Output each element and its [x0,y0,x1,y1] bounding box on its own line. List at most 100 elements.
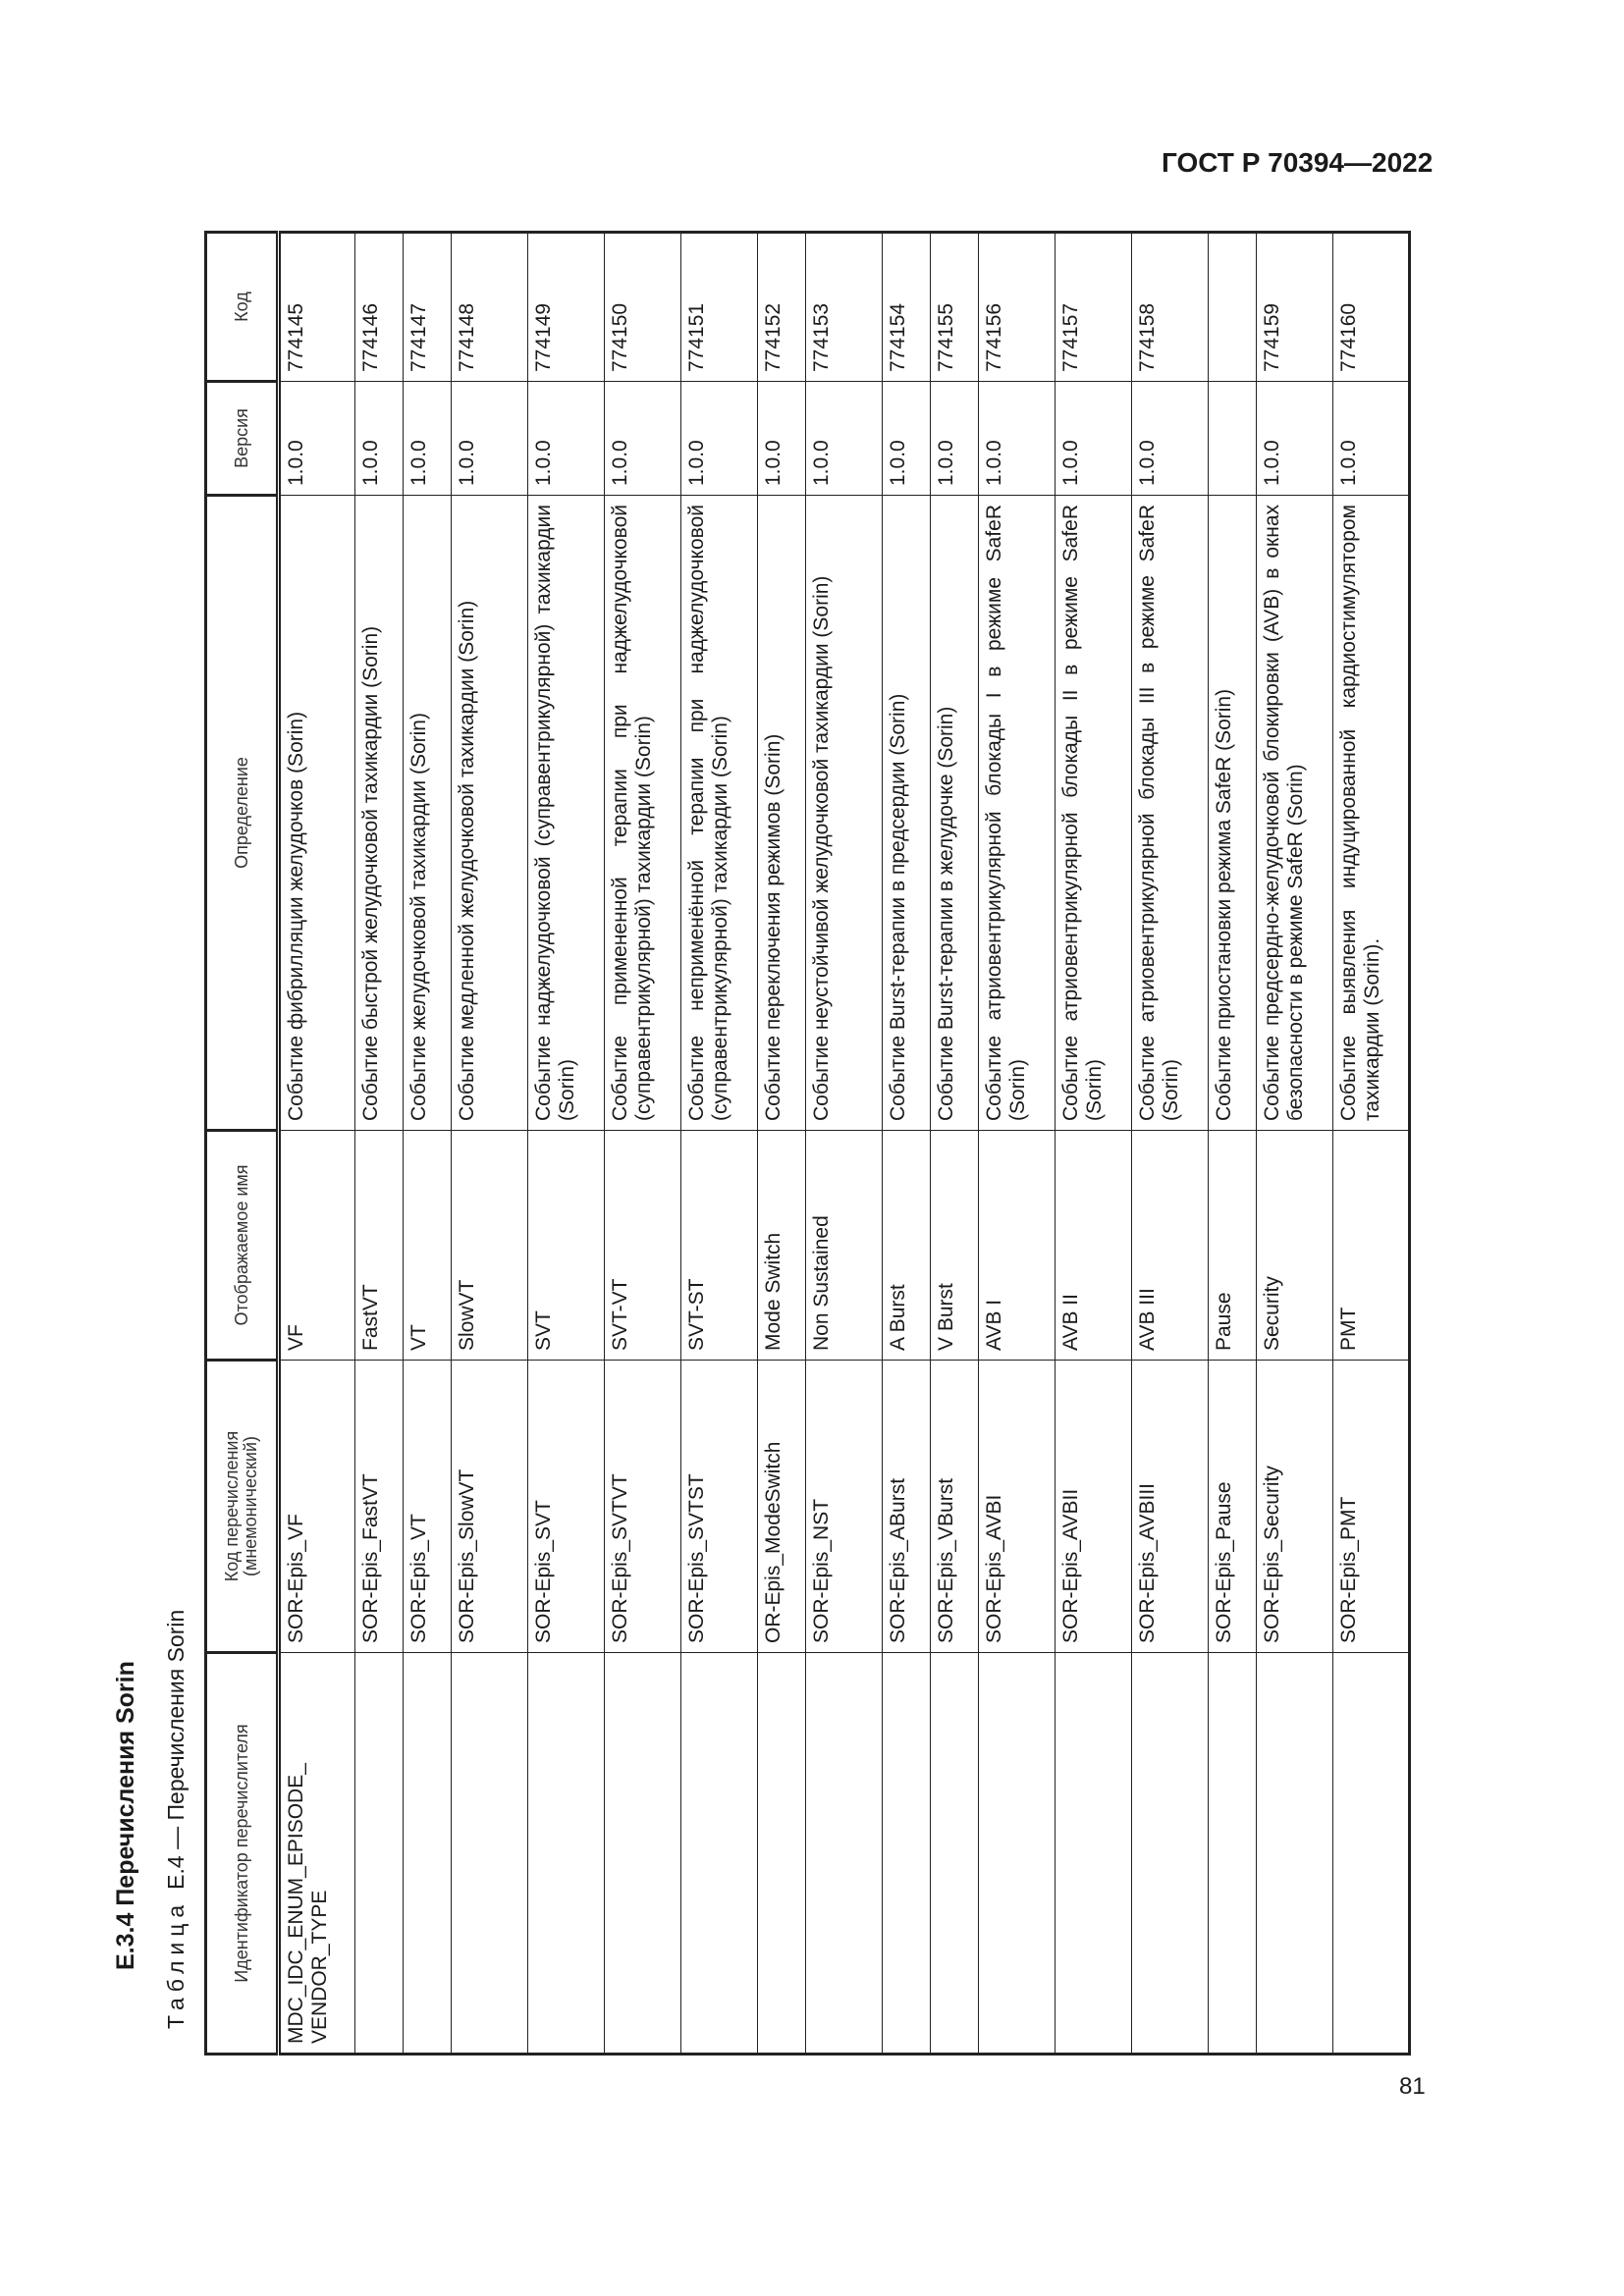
identifier-cell [1256,1652,1333,2055]
display-name-cell: AVB III [1131,1130,1209,1361]
display-name-cell: SVT-VT [604,1130,681,1361]
display-name-cell: V Burst [930,1130,979,1361]
identifier-cell [1131,1652,1209,2055]
identifier-cell [1055,1652,1132,2055]
definition-cell: Событие выявления индуцированной кардиос… [1332,495,1410,1131]
table-row: SOR-Epis_SVT SVT Событие наджелудочковой (… [527,232,605,2055]
display-name-cell: VT [403,1130,452,1361]
definition-cell: Событие неустойчивой желудочковой тахика… [805,495,883,1131]
code-cell: 774160 [1332,232,1410,382]
code-cell: 774158 [1131,232,1209,382]
identifier-cell [1208,1652,1257,2055]
definition-cell: Событие неприменённой терапии при наджел… [680,495,758,1131]
mnemonic-cell: SOR-Epis_NST [805,1360,883,1653]
table-row: OR-Epis_ModeSwitch Mode Switch Событие пер… [757,232,806,2055]
table-row: MDC_IDC_ENUM_EPISODE_ VENDOR_TYPE SOR-Epi… [278,232,355,2055]
version-cell: 1.0.0 [1131,381,1209,496]
code-cell: 774152 [757,232,806,382]
code-cell: 774150 [604,232,681,382]
mnemonic-cell: SOR-Epis_VT [403,1360,452,1653]
mnemonic-cell: SOR-Epis_SVTST [680,1360,758,1653]
display-name-cell: Pause [1208,1130,1257,1361]
definition-cell: Событие атриовентрикулярной блокады II в… [1055,495,1132,1131]
mnemonic-cell: SOR-Epis_AVBII [1055,1360,1132,1653]
code-cell: 774159 [1256,232,1333,382]
display-name-cell: SVT-ST [680,1130,758,1361]
definition-cell: Событие примененной терапии при наджелуд… [604,495,681,1131]
identifier-cell [451,1652,528,2055]
code-cell: 774155 [930,232,979,382]
table-row: SOR-Epis_SlowVT SlowVT Событие медленной ж… [451,232,528,2055]
display-name-cell: PMT [1332,1130,1410,1361]
table-caption: Таблица E.4 — Перечисления Sorin [163,1610,189,2029]
identifier-cell [978,1652,1056,2055]
version-cell: 1.0.0 [930,381,979,496]
table-row: SOR-Epis_VT VT Событие желудочковой тахика… [403,232,452,2055]
version-cell: 1.0.0 [757,381,806,496]
definition-cell: Событие атриовентрикулярной блокады I в … [978,495,1056,1131]
mnemonic-cell: SOR-Epis_AVBIII [1131,1360,1209,1653]
section-heading: E.3.4 Перечисления Sorin [112,1661,139,1970]
col-header-version: Версия [205,381,279,496]
caption-text: E.4 — Перечисления Sorin [163,1609,189,1890]
mnemonic-cell: SOR-Epis_SVT [527,1360,605,1653]
mnemonic-cell: SOR-Epis_FastVT [354,1360,404,1653]
identifier-cell [527,1652,605,2055]
definition-cell: Событие переключения режимов (Sorin) [757,495,806,1131]
identifier-cell [805,1652,883,2055]
version-cell: 1.0.0 [1332,381,1410,496]
identifier-cell: MDC_IDC_ENUM_EPISODE_ VENDOR_TYPE [278,1652,355,2055]
table-row: SOR-Epis_SVTVT SVT-VT Событие примененной … [604,232,681,2055]
version-cell: 1.0.0 [1055,381,1132,496]
identifier-cell [882,1652,931,2055]
version-cell: 1.0.0 [403,381,452,496]
display-name-cell: FastVT [354,1130,404,1361]
definition-cell: Событие приостановки режима SafeR (Sorin… [1208,495,1257,1131]
enumeration-table: Идентификатор перечислителя Код перечисл… [204,231,1411,2056]
code-cell: 774153 [805,232,883,382]
definition-cell: Событие атриовентрикулярной блокады III … [1131,495,1209,1131]
table-row: SOR-Epis_AVBIII AVB III Событие атриовентр… [1131,232,1209,2055]
table-row: SOR-Epis_AVBI AVB I Событие атриовентрикул… [978,232,1056,2055]
mnemonic-cell: SOR-Epis_SVTVT [604,1360,681,1653]
identifier-cell [1332,1652,1410,2055]
mnemonic-cell: SOR-Epis_AVBI [978,1360,1056,1653]
code-cell: 774148 [451,232,528,382]
definition-cell: Событие предсердно-желудочковой блокиров… [1256,495,1333,1131]
display-name-cell: SVT [527,1130,605,1361]
table-row: SOR-Epis_SVTST SVT-ST Событие неприменённо… [680,232,758,2055]
definition-cell: Событие фибрилляции желудочков (Sorin) [278,495,355,1131]
code-cell: 774147 [403,232,452,382]
col-header-identifier: Идентификатор перечислителя [205,1652,279,2055]
identifier-cell [354,1652,404,2055]
mnemonic-cell: SOR-Epis_Security [1256,1360,1333,1653]
caption-label: Таблица [163,1898,189,2029]
display-name-cell: AVB I [978,1130,1056,1361]
identifier-cell [757,1652,806,2055]
display-name-cell: AVB II [1055,1130,1132,1361]
col-header-display-name: Отображаемое имя [205,1130,279,1361]
col-header-mnemonic: Код перечисления (мнемонический) [205,1360,279,1653]
code-cell: 774146 [354,232,404,382]
col-header-code: Код [205,232,279,382]
version-cell: 1.0.0 [354,381,404,496]
code-cell: 774157 [1055,232,1132,382]
col-header-definition: Определение [205,495,279,1131]
code-cell [1208,232,1257,382]
mnemonic-cell: SOR-Epis_Pause [1208,1360,1257,1653]
display-name-cell: SlowVT [451,1130,528,1361]
table-row: SOR-Epis_Pause Pause Событие приостановки … [1208,232,1257,2055]
definition-cell: Событие наджелудочковой (суправентрикуля… [527,495,605,1131]
mnemonic-cell: SOR-Epis_SlowVT [451,1360,528,1653]
code-cell: 774154 [882,232,931,382]
table-row: SOR-Epis_FastVT FastVT Событие быстрой жел… [354,232,404,2055]
mnemonic-cell: SOR-Epis_VF [278,1360,355,1653]
display-name-cell: Security [1256,1130,1333,1361]
identifier-cell [680,1652,758,2055]
code-cell: 774149 [527,232,605,382]
identifier-cell [403,1652,452,2055]
display-name-cell: VF [278,1130,355,1361]
definition-cell: Событие быстрой желудочковой тахикардии … [354,495,404,1131]
table-row: SOR-Epis_NST Non Sustained Событие неустой… [805,232,883,2055]
table-row: SOR-Epis_PMT PMT Событие выявления индуцир… [1332,232,1410,2055]
